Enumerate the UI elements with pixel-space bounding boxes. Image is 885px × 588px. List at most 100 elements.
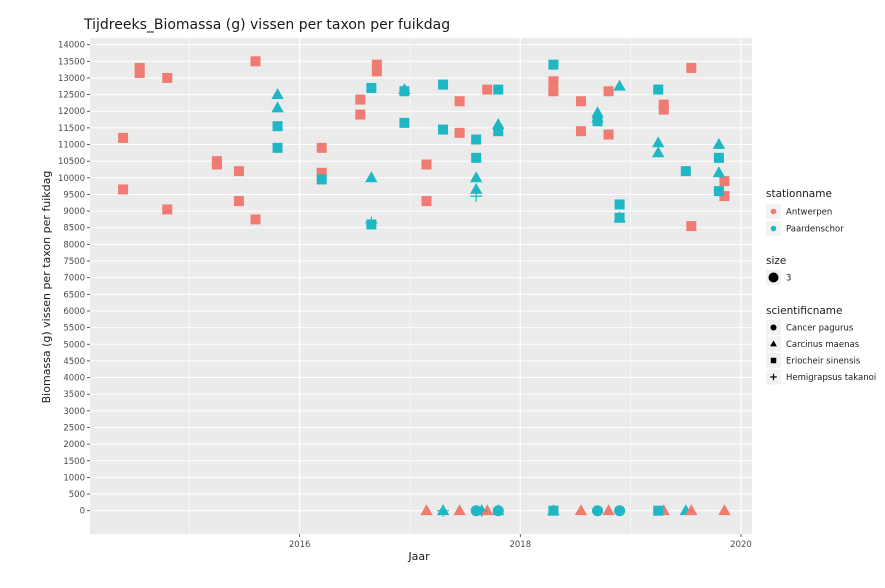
data-point bbox=[272, 142, 283, 153]
data-point bbox=[469, 182, 483, 194]
plot-panel bbox=[90, 38, 752, 534]
data-point bbox=[371, 59, 382, 70]
data-point bbox=[713, 186, 724, 197]
data-point bbox=[713, 152, 724, 163]
legend-label-antwerpen: Antwerpen bbox=[786, 208, 832, 218]
series-antwerpen-square bbox=[118, 56, 730, 232]
legend-key-circle bbox=[770, 324, 777, 331]
legend-key-triangle bbox=[770, 340, 777, 347]
legend-label-triangle: Carcinus maenas bbox=[786, 340, 860, 350]
data-point bbox=[211, 159, 222, 170]
legend-label-plus: Hemigrapsus takanoi bbox=[786, 373, 876, 383]
y-tick-label: 10500 bbox=[58, 157, 85, 167]
y-axis-title: Biomassa (g) vissen per taxon per fuikda… bbox=[40, 171, 53, 404]
data-point bbox=[592, 505, 604, 517]
data-point bbox=[718, 504, 731, 516]
data-point bbox=[271, 88, 284, 100]
data-point bbox=[398, 83, 411, 95]
legend-key-size bbox=[768, 272, 779, 283]
data-point bbox=[134, 67, 145, 78]
legend-label-circle: Cancer pagurus bbox=[786, 324, 854, 334]
data-point bbox=[548, 59, 559, 70]
data-point bbox=[365, 171, 378, 183]
data-point bbox=[471, 134, 482, 145]
data-point bbox=[316, 142, 327, 153]
y-tick-label: 10000 bbox=[58, 174, 85, 184]
x-tick-label: 2018 bbox=[509, 540, 531, 550]
data-point bbox=[575, 126, 586, 137]
data-point bbox=[420, 504, 433, 516]
data-point bbox=[250, 214, 261, 225]
y-tick-label: 9000 bbox=[63, 207, 85, 217]
data-point bbox=[493, 84, 504, 95]
data-point bbox=[470, 505, 482, 517]
data-point bbox=[271, 101, 284, 113]
x-axis-title: Jaar bbox=[407, 550, 430, 563]
y-tick-label: 2000 bbox=[63, 440, 85, 450]
data-point bbox=[719, 191, 730, 202]
y-tick-label: 3000 bbox=[63, 407, 85, 417]
y-tick-label: 4000 bbox=[63, 374, 85, 384]
y-tick-label: 14000 bbox=[58, 41, 85, 51]
y-tick-label: 2500 bbox=[63, 423, 85, 433]
data-point bbox=[652, 136, 665, 148]
y-tick-label: 13000 bbox=[58, 74, 85, 84]
panel-background bbox=[90, 38, 752, 534]
data-point bbox=[548, 86, 559, 97]
y-tick-label: 0 bbox=[80, 507, 85, 517]
y-tick-label: 11000 bbox=[58, 141, 85, 151]
data-point bbox=[453, 504, 466, 516]
data-point bbox=[493, 126, 504, 137]
data-point bbox=[653, 84, 664, 95]
x-tick-label: 2016 bbox=[289, 540, 311, 550]
y-tick-label: 8000 bbox=[63, 240, 85, 250]
data-point bbox=[653, 505, 664, 516]
data-point bbox=[603, 86, 614, 97]
data-point bbox=[719, 176, 730, 187]
y-tick-label: 1000 bbox=[63, 473, 85, 483]
data-point bbox=[371, 66, 382, 77]
data-point bbox=[492, 505, 504, 517]
y-tick-label: 3500 bbox=[63, 390, 85, 400]
data-point bbox=[575, 96, 586, 107]
data-point bbox=[652, 146, 665, 158]
legend-key-square bbox=[770, 357, 777, 364]
data-point bbox=[548, 76, 559, 87]
y-tick-label: 5500 bbox=[63, 324, 85, 334]
data-point bbox=[685, 504, 698, 516]
data-point bbox=[366, 82, 377, 93]
data-point bbox=[421, 159, 432, 170]
data-point bbox=[481, 504, 494, 516]
legend-title-scientificname: scientificname bbox=[766, 305, 842, 317]
legend-label-paardenschor: Paardenschor bbox=[786, 225, 844, 235]
chart-title: Tijdreeks_Biomassa (g) vissen per taxon … bbox=[83, 17, 450, 33]
data-point bbox=[602, 504, 615, 516]
data-point bbox=[421, 196, 432, 207]
y-tick-label: 5000 bbox=[63, 340, 85, 350]
data-point bbox=[272, 121, 283, 132]
data-point bbox=[399, 117, 410, 128]
x-axis: 2016 2018 2020 bbox=[289, 534, 752, 550]
data-point bbox=[614, 199, 625, 210]
data-point bbox=[469, 171, 483, 183]
y-tick-label: 12500 bbox=[58, 91, 85, 101]
x-tick-label: 2020 bbox=[730, 540, 752, 550]
y-tick-label: 8500 bbox=[63, 224, 85, 234]
legend-key-plus bbox=[770, 373, 777, 381]
data-point bbox=[316, 174, 327, 185]
legend-key-antwerpen bbox=[770, 208, 777, 215]
legend-title-stationname: stationname bbox=[766, 188, 832, 200]
data-point bbox=[482, 84, 493, 95]
series-paardenschor-plus bbox=[365, 190, 488, 517]
data-point bbox=[250, 56, 261, 67]
data-point bbox=[316, 167, 327, 178]
data-point bbox=[614, 505, 626, 517]
data-point bbox=[365, 216, 378, 229]
data-point bbox=[613, 211, 626, 223]
data-point bbox=[613, 79, 626, 91]
data-point bbox=[470, 190, 483, 203]
data-point bbox=[686, 62, 697, 73]
data-point bbox=[591, 111, 604, 123]
data-points bbox=[118, 56, 731, 517]
data-point bbox=[233, 166, 244, 177]
